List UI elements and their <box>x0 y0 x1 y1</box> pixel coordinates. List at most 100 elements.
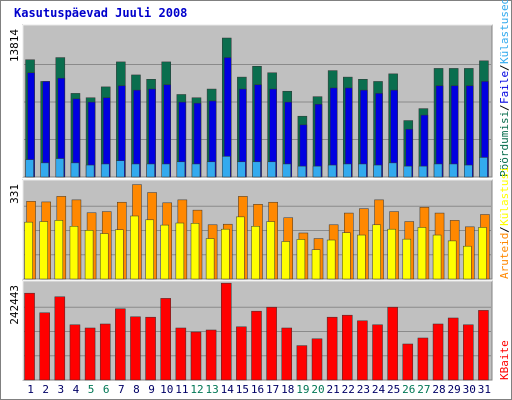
bar <box>266 306 277 381</box>
bar <box>131 163 140 178</box>
bar <box>24 292 35 381</box>
chart-panel-2: 331 Aruteid/Külastusi <box>8 166 511 280</box>
bar <box>402 343 414 381</box>
bar <box>478 227 487 280</box>
legend-entry: KBaite <box>498 340 511 380</box>
bar <box>464 164 473 178</box>
legend-separator: / <box>498 64 511 71</box>
panel-legend: KBaite <box>498 340 511 380</box>
x-tick-label: 24 <box>372 383 386 396</box>
bar <box>160 298 171 381</box>
bar <box>311 338 323 381</box>
x-tick-label: 5 <box>88 383 95 396</box>
bar <box>282 163 292 178</box>
bar <box>417 227 427 280</box>
bar <box>387 306 398 381</box>
bar <box>163 84 171 178</box>
chart-title: Kasutuspäevad Juuli 2008 <box>14 6 187 20</box>
bar-group <box>25 37 489 178</box>
bar <box>463 245 472 280</box>
bar <box>221 156 231 178</box>
bar <box>327 164 337 178</box>
bar <box>479 157 488 178</box>
panel-legend: Pöördumisi/Faile/Külastused <box>498 0 511 177</box>
bar <box>191 163 201 178</box>
legend-entry: Aruteid <box>498 233 511 279</box>
x-tick-label: 1 <box>27 383 34 396</box>
bar <box>40 162 49 178</box>
bar <box>237 161 246 178</box>
x-tick-label: 7 <box>118 383 125 396</box>
bar <box>296 345 308 381</box>
bar <box>402 238 412 280</box>
x-tick-label: 23 <box>357 383 370 396</box>
bar <box>24 221 33 280</box>
bar <box>266 221 275 280</box>
bar <box>69 324 81 381</box>
x-tick-label: 2 <box>42 383 49 396</box>
x-tick-label: 22 <box>342 383 355 396</box>
bar <box>145 219 154 280</box>
bar <box>130 316 141 381</box>
bar <box>478 310 489 381</box>
bar-group <box>24 184 490 280</box>
bar <box>466 85 474 178</box>
bar <box>251 310 262 381</box>
bar <box>326 239 336 280</box>
bar <box>175 327 187 381</box>
bar <box>39 221 48 280</box>
x-tick-label: 31 <box>478 383 491 396</box>
bar <box>357 320 368 381</box>
x-tick-label: 30 <box>463 383 476 396</box>
x-tick-label: 21 <box>327 383 340 396</box>
bar <box>99 233 109 280</box>
x-tick-label: 29 <box>448 383 461 396</box>
x-tick-label: 8 <box>133 383 140 396</box>
bar <box>267 161 276 178</box>
x-tick-label: 20 <box>311 383 324 396</box>
x-tick-label: 6 <box>103 383 110 396</box>
bar <box>447 240 457 280</box>
bar <box>145 316 156 381</box>
bar <box>25 159 34 178</box>
bar <box>387 228 396 280</box>
bar <box>326 316 338 381</box>
panel-legend: Aruteid/Külastusi <box>498 166 511 279</box>
legend-entry: Faile <box>498 71 511 104</box>
bar <box>84 327 96 381</box>
bar <box>447 317 459 381</box>
legend-entry: Pöördumisi <box>498 111 511 177</box>
bar <box>116 160 125 178</box>
x-tick-label: 27 <box>417 383 430 396</box>
bar <box>432 234 442 280</box>
bar <box>450 85 459 178</box>
legend-entry: Külastused <box>498 0 511 64</box>
y-max-label: 331 <box>8 184 21 204</box>
bar <box>115 308 126 381</box>
bar <box>329 87 338 178</box>
bar <box>418 165 428 178</box>
bar <box>55 158 65 178</box>
bar <box>85 164 95 178</box>
bar <box>161 163 170 178</box>
bar <box>54 220 64 280</box>
y-max-label: 242443 <box>8 285 21 325</box>
legend-separator: / <box>498 104 511 111</box>
bar <box>146 163 155 178</box>
bar <box>281 327 293 381</box>
x-tick-label: 9 <box>148 383 155 396</box>
bar <box>251 226 260 280</box>
bar <box>448 163 458 178</box>
bar <box>433 163 443 178</box>
bar <box>312 165 322 178</box>
x-tick-label: 3 <box>58 383 65 396</box>
bar <box>403 165 413 178</box>
bar <box>205 238 215 280</box>
bar <box>388 162 397 178</box>
bar <box>296 239 306 280</box>
bar <box>435 85 444 178</box>
bar <box>343 163 352 178</box>
x-tick-label: 25 <box>387 383 400 396</box>
x-tick-label: 4 <box>73 383 80 396</box>
x-tick-label: 12 <box>190 383 203 396</box>
